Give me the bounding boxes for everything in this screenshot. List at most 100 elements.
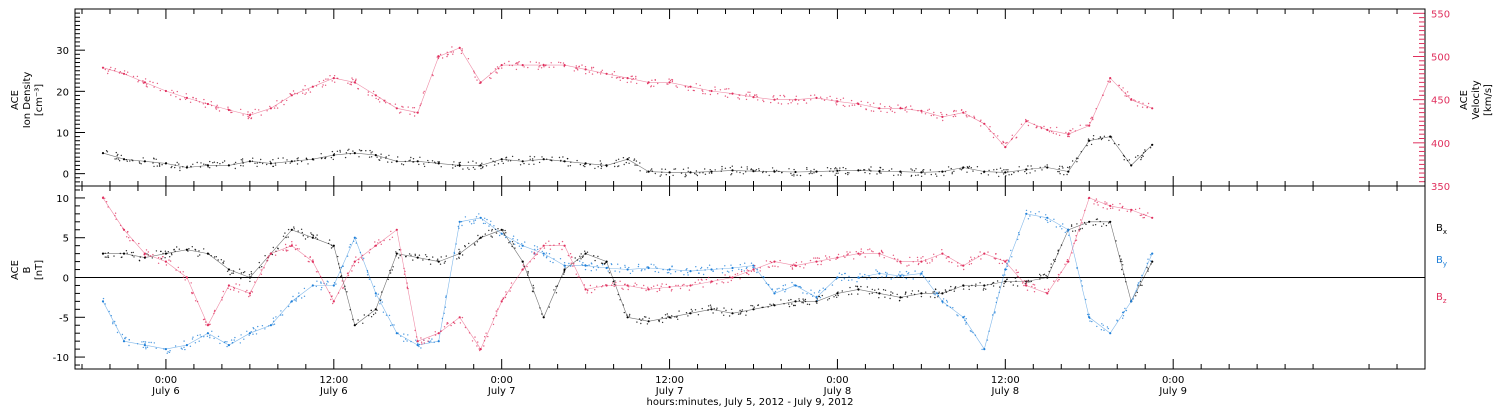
data-point-sample <box>806 167 808 169</box>
data-point-sample <box>853 104 856 106</box>
data-point-sample <box>933 111 935 114</box>
velocity-tick-label: 550 <box>1431 9 1450 20</box>
data-point-sample <box>1097 204 1099 206</box>
data-point-sample <box>110 315 113 317</box>
data-point-sample <box>813 292 816 294</box>
data-point-sample <box>865 108 867 110</box>
data-point-sample <box>935 288 937 291</box>
data-point-sample <box>912 278 914 280</box>
data-point-sample <box>640 319 642 322</box>
data-point-sample <box>787 103 789 105</box>
data-point-sample <box>653 264 655 266</box>
data-point-sample <box>1089 317 1091 320</box>
data-point-sample <box>166 252 168 255</box>
data-point-sample <box>261 162 264 165</box>
data-point-sample <box>1139 284 1142 286</box>
data-point-sample <box>217 107 219 109</box>
data-point-sample <box>495 315 498 317</box>
data-point-sample <box>653 285 655 287</box>
data-point-sample <box>742 173 745 175</box>
data-point <box>437 340 440 343</box>
data-point-sample <box>491 236 493 238</box>
data-point-sample <box>478 213 480 215</box>
data-point-sample <box>1147 268 1149 270</box>
data-point-sample <box>508 64 511 67</box>
data-point-sample <box>561 276 563 278</box>
data-point-sample <box>330 298 332 301</box>
data-point-sample <box>869 248 871 250</box>
data-point-sample <box>203 318 206 320</box>
data-point-sample <box>260 273 263 275</box>
data-point-sample <box>194 300 197 302</box>
data-point-sample <box>497 67 500 70</box>
data-point-sample <box>319 276 322 278</box>
data-point-sample <box>618 271 621 273</box>
data-point-sample <box>756 95 758 98</box>
data-point-sample <box>646 323 649 325</box>
data-point-sample <box>910 168 912 170</box>
data-point-sample <box>702 172 704 174</box>
data-point-sample <box>549 248 552 250</box>
data-point-sample <box>423 342 425 344</box>
data-point-sample <box>340 275 342 278</box>
data-point-sample <box>631 75 633 77</box>
data-point-sample <box>716 283 718 285</box>
data-point-sample <box>576 259 579 261</box>
series-By <box>101 209 1154 354</box>
data-point-sample <box>1055 226 1058 228</box>
data-point-sample <box>250 290 252 292</box>
data-point-sample <box>475 162 477 164</box>
data-point-sample <box>185 93 187 95</box>
data-point-sample <box>882 168 884 171</box>
data-point-sample <box>993 257 995 259</box>
data-point-sample <box>864 171 866 174</box>
data-point <box>647 81 650 84</box>
data-point-sample <box>115 151 118 154</box>
data-point-sample <box>637 265 640 268</box>
data-point-sample <box>192 163 194 165</box>
data-point-sample <box>968 263 971 266</box>
data-point-sample <box>900 172 903 174</box>
data-point-sample <box>446 322 448 324</box>
data-point-sample <box>945 290 947 292</box>
data-point-sample <box>382 311 385 313</box>
data-point-sample <box>354 82 357 84</box>
velocity-tick-label: 500 <box>1431 52 1450 63</box>
data-point-sample <box>666 269 669 271</box>
data-point-sample <box>205 163 207 166</box>
data-point-sample <box>668 271 670 274</box>
data-point-sample <box>261 325 264 327</box>
data-point-sample <box>252 327 254 329</box>
data-point-sample <box>683 283 685 286</box>
data-point-sample <box>912 261 914 263</box>
data-point-sample <box>545 257 548 259</box>
data-point <box>689 284 692 287</box>
data-point-sample <box>248 116 250 119</box>
data-point <box>920 260 923 263</box>
data-point <box>290 300 293 303</box>
data-point-sample <box>969 330 972 332</box>
data-point-sample <box>402 106 404 108</box>
data-point-sample <box>298 248 300 250</box>
data-point-sample <box>591 73 594 75</box>
data-point-sample <box>476 241 479 243</box>
data-point-sample <box>602 264 604 266</box>
x-tick-date-label: July 7 <box>487 386 516 397</box>
data-point-sample <box>829 259 831 261</box>
data-point-sample <box>960 109 963 111</box>
data-point-sample <box>662 268 664 271</box>
data-point-sample <box>1080 219 1082 221</box>
data-point-sample <box>1130 299 1133 301</box>
data-point-sample <box>331 295 333 297</box>
data-point-sample <box>152 253 154 256</box>
data-point-sample <box>796 285 798 287</box>
data-point-sample <box>266 163 268 166</box>
data-point-sample <box>714 89 716 91</box>
data-point-sample <box>723 307 725 309</box>
data-point-sample <box>291 243 293 245</box>
data-point-sample <box>226 345 228 348</box>
data-point-sample <box>653 85 655 88</box>
data-point-sample <box>374 241 376 243</box>
data-point-sample <box>739 94 741 97</box>
data-point-sample <box>810 99 812 101</box>
